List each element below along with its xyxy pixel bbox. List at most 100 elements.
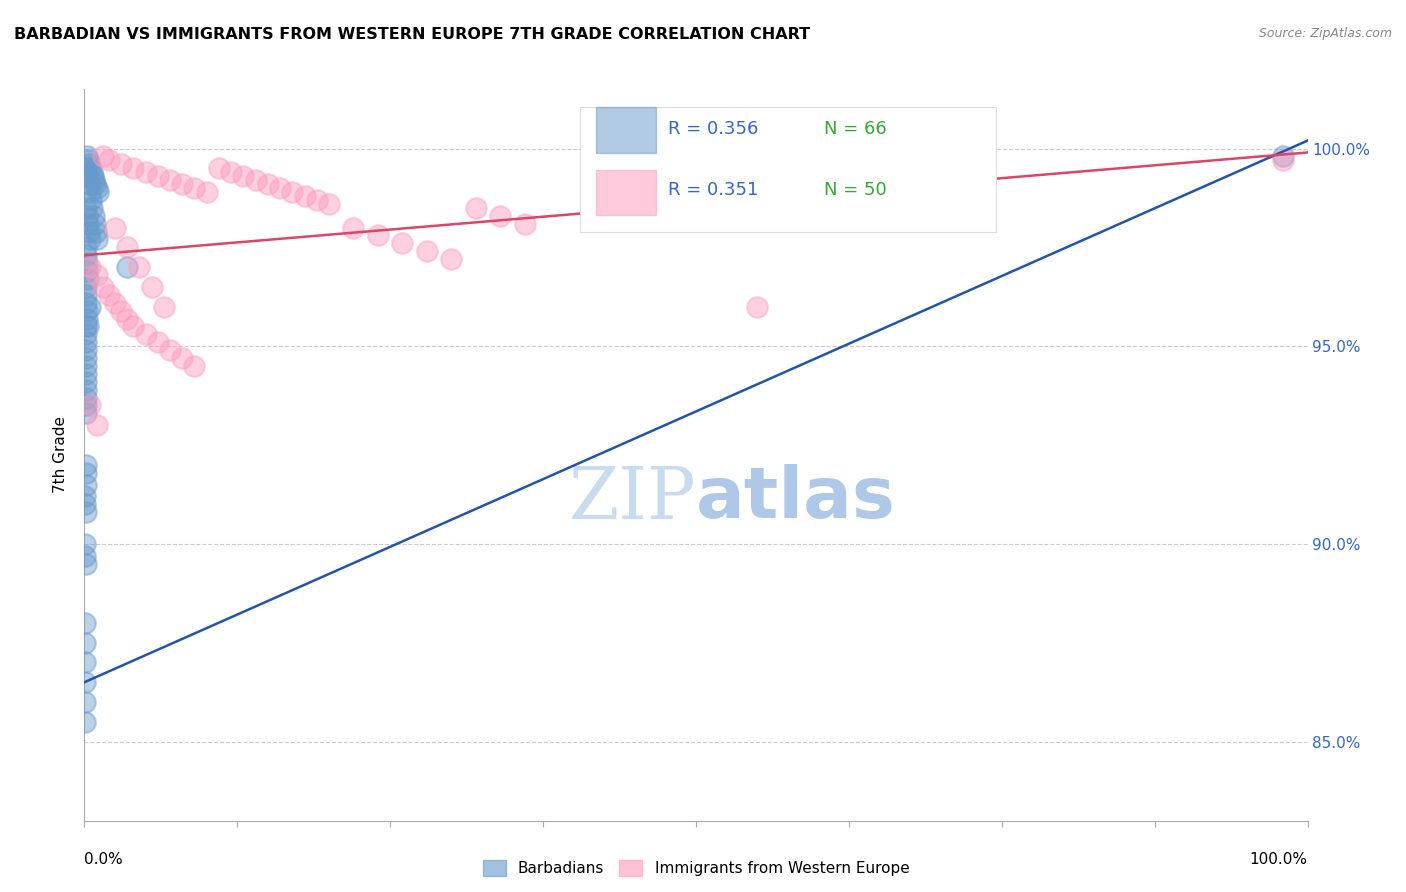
Point — [75, 549, 97, 563]
Point — [79, 232, 101, 246]
Point — [208, 161, 231, 176]
Point — [83, 173, 105, 187]
Point — [77, 217, 100, 231]
Point — [77, 157, 100, 171]
Point — [80, 193, 103, 207]
Point — [416, 244, 439, 259]
Point — [76, 149, 98, 163]
Point — [135, 165, 157, 179]
Point — [76, 256, 98, 270]
Point — [91, 149, 114, 163]
Point — [115, 311, 138, 326]
Point — [77, 319, 100, 334]
Point — [172, 177, 194, 191]
Point — [75, 335, 97, 350]
Point — [75, 319, 97, 334]
Point — [146, 335, 169, 350]
Point — [110, 303, 132, 318]
Point — [115, 260, 138, 274]
Point — [245, 173, 267, 187]
Point — [75, 327, 97, 342]
Text: atlas: atlas — [696, 465, 896, 533]
Text: N = 66: N = 66 — [824, 120, 887, 138]
Point — [122, 319, 145, 334]
Point — [75, 383, 97, 397]
Point — [97, 153, 120, 168]
Point — [77, 272, 100, 286]
Text: ZIP: ZIP — [568, 464, 696, 534]
Point — [75, 359, 97, 373]
Point — [294, 189, 316, 203]
Point — [1272, 149, 1295, 163]
Point — [159, 343, 181, 358]
Text: R = 0.351: R = 0.351 — [668, 181, 758, 199]
Point — [75, 240, 97, 254]
Point — [141, 280, 163, 294]
Point — [75, 399, 97, 413]
Point — [83, 209, 105, 223]
Point — [75, 287, 97, 301]
Point — [73, 675, 96, 690]
Point — [82, 169, 104, 184]
Point — [115, 240, 138, 254]
Point — [75, 466, 97, 480]
Point — [305, 193, 328, 207]
Point — [75, 557, 97, 571]
Point — [76, 264, 98, 278]
Point — [79, 300, 101, 314]
Point — [110, 157, 132, 171]
Point — [77, 225, 100, 239]
FancyBboxPatch shape — [596, 169, 655, 215]
Point — [82, 201, 104, 215]
Point — [84, 177, 107, 191]
Point — [153, 300, 176, 314]
Point — [75, 406, 97, 420]
Text: 100.0%: 100.0% — [1250, 852, 1308, 867]
Point — [195, 185, 218, 199]
Point — [183, 359, 205, 373]
Point — [76, 311, 98, 326]
Point — [75, 375, 97, 389]
Point — [747, 300, 769, 314]
Point — [84, 225, 107, 239]
Point — [75, 367, 97, 381]
Point — [75, 636, 97, 650]
Point — [75, 391, 97, 405]
Point — [76, 303, 98, 318]
Point — [75, 161, 97, 176]
Point — [104, 295, 127, 310]
Text: 0.0%: 0.0% — [84, 852, 124, 867]
Text: N = 50: N = 50 — [824, 181, 887, 199]
Point — [281, 185, 304, 199]
Point — [79, 185, 101, 199]
Point — [75, 343, 97, 358]
FancyBboxPatch shape — [596, 108, 655, 153]
Point — [77, 177, 100, 191]
Point — [269, 181, 291, 195]
Point — [80, 165, 103, 179]
Point — [75, 280, 97, 294]
Point — [79, 399, 101, 413]
Point — [367, 228, 389, 243]
Point — [257, 177, 280, 191]
Point — [97, 287, 120, 301]
Point — [75, 477, 97, 491]
Point — [513, 217, 536, 231]
Point — [75, 458, 97, 472]
Point — [73, 695, 96, 709]
Point — [79, 161, 101, 176]
Point — [73, 714, 96, 729]
Point — [342, 220, 364, 235]
Legend: Barbadians, Immigrants from Western Europe: Barbadians, Immigrants from Western Euro… — [477, 855, 915, 882]
Point — [75, 295, 97, 310]
Y-axis label: 7th Grade: 7th Grade — [53, 417, 69, 493]
Point — [1272, 153, 1295, 168]
Point — [172, 351, 194, 365]
Point — [79, 260, 101, 274]
Point — [75, 201, 97, 215]
Point — [75, 497, 97, 511]
Point — [75, 248, 97, 262]
Point — [83, 217, 105, 231]
Point — [146, 169, 169, 184]
Point — [86, 232, 108, 246]
